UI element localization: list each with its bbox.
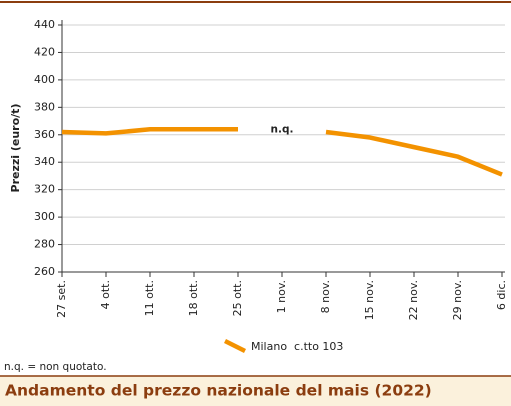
x-tick-label: 25 ott. bbox=[231, 280, 244, 316]
x-tick-label: 1 nov. bbox=[275, 280, 288, 313]
x-tick-label: 11 ott. bbox=[143, 280, 156, 316]
note: n.q. = non quotato. bbox=[4, 361, 107, 373]
y-tick-label: 300 bbox=[34, 210, 55, 223]
x-tick-label: 18 ott. bbox=[187, 280, 200, 316]
x-tick-label: 8 nov. bbox=[319, 280, 332, 313]
x-tick-label: 29 nov. bbox=[451, 280, 464, 320]
x-tick-label: 22 nov. bbox=[407, 280, 420, 320]
y-axis-label: Prezzi (euro/t) bbox=[9, 104, 22, 193]
x-tick-label: 4 ott. bbox=[99, 280, 112, 309]
y-tick-label: 280 bbox=[34, 238, 55, 251]
series-line bbox=[61, 127, 503, 177]
y-tick-label: 400 bbox=[34, 73, 55, 86]
chart-title: Andamento del prezzo nazionale del mais … bbox=[5, 382, 432, 400]
title-band bbox=[0, 376, 511, 406]
x-tick-label: 6 dic. bbox=[495, 280, 508, 310]
annotation: n.q. bbox=[271, 123, 294, 135]
y-tick-label: 260 bbox=[34, 265, 55, 278]
y-tick-label: 360 bbox=[34, 128, 55, 141]
x-tick-label: 27 set. bbox=[55, 280, 68, 318]
legend-swatch bbox=[223, 338, 247, 354]
y-tick-label: 380 bbox=[34, 100, 55, 113]
y-tick-label: 320 bbox=[34, 183, 55, 196]
x-tick-label: 15 nov. bbox=[363, 280, 376, 320]
y-tick-label: 420 bbox=[34, 45, 55, 58]
y-tick-label: 340 bbox=[34, 155, 55, 168]
y-tick-label: 440 bbox=[34, 18, 55, 31]
legend-label: Milano c.tto 103 bbox=[251, 340, 343, 353]
